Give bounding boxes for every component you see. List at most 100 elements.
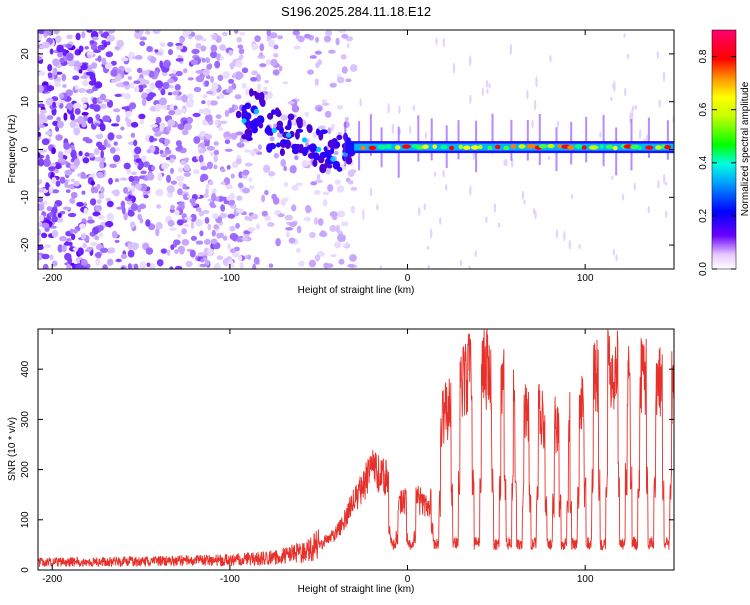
noise-cell — [179, 37, 184, 44]
noise-cell — [62, 48, 67, 57]
noise-cell — [175, 94, 183, 101]
noise-cell — [89, 40, 95, 44]
noise-cell — [54, 164, 62, 170]
noise-cell — [51, 260, 58, 267]
signal-hotspot — [360, 145, 366, 150]
signal-peak — [330, 156, 336, 162]
noise-cell — [105, 197, 112, 202]
noise-cell — [159, 60, 164, 69]
noise-cell — [110, 69, 118, 77]
noise-cell — [200, 258, 205, 263]
noise-cell — [323, 35, 332, 43]
noise-cell — [38, 131, 41, 137]
noise-cell — [59, 210, 66, 215]
noise-cell — [57, 244, 63, 253]
noise-cell — [248, 177, 253, 182]
noise-cell — [220, 181, 226, 185]
noise-cell — [134, 146, 142, 155]
signal-cell — [244, 128, 253, 139]
noise-cell — [213, 224, 220, 230]
noise-cell — [183, 164, 191, 172]
noise-cell — [211, 229, 216, 237]
noise-cell — [336, 185, 345, 193]
noise-cell — [45, 154, 50, 162]
noise-cell — [81, 121, 87, 128]
noise-cell — [156, 259, 164, 267]
noise-cell — [38, 179, 43, 184]
noise-cell — [139, 119, 144, 125]
noise-cell — [155, 188, 164, 197]
noise-cell — [296, 247, 301, 254]
spectrogram-ylabel: Frequency (Hz) — [7, 115, 18, 184]
noise-cell — [123, 81, 130, 86]
noise-cell — [202, 94, 208, 99]
noise-cell — [266, 30, 272, 37]
noise-cell — [304, 111, 310, 118]
noise-cell — [647, 205, 650, 214]
noise-cell — [141, 92, 148, 98]
noise-cell — [54, 81, 61, 88]
noise-cell — [61, 73, 67, 82]
noise-cell — [312, 131, 317, 139]
noise-cell — [43, 200, 48, 206]
noise-cell — [181, 94, 188, 103]
noise-cell — [58, 93, 65, 99]
noise-cell — [391, 123, 395, 135]
noise-cell — [175, 146, 182, 151]
signal-cell — [320, 129, 328, 135]
noise-cell — [90, 180, 96, 186]
noise-cell — [295, 182, 303, 187]
noise-cell — [154, 49, 159, 53]
noise-cell — [157, 172, 163, 182]
noise-cell — [337, 131, 343, 136]
noise-cell — [90, 241, 98, 247]
signal-cell — [280, 139, 288, 145]
signal-cell — [296, 143, 301, 149]
signal-cell — [242, 110, 248, 116]
noise-cell — [211, 34, 218, 41]
noise-cell — [486, 88, 489, 94]
noise-cell — [146, 149, 152, 154]
spectrogram-x-axis: -200 -100 0 100 — [42, 30, 594, 284]
signal-peak — [316, 146, 322, 153]
signal-hotspot — [557, 144, 562, 149]
signal-hotspot — [440, 144, 448, 150]
noise-cell — [626, 53, 630, 60]
noise-cell — [210, 238, 218, 245]
noise-cell — [261, 210, 268, 217]
noise-cell — [243, 230, 251, 235]
noise-cell — [318, 125, 326, 130]
noise-cell — [442, 37, 445, 48]
noise-cell — [80, 259, 88, 266]
noise-cell — [77, 116, 84, 125]
noise-cell — [134, 85, 140, 93]
noise-cell — [148, 70, 155, 78]
noise-cell — [633, 182, 636, 191]
noise-cell — [211, 193, 217, 202]
noise-cell — [369, 187, 373, 197]
noise-cell — [96, 199, 102, 205]
noise-cell — [621, 193, 625, 201]
noise-cell — [139, 261, 146, 269]
noise-cell — [259, 63, 267, 68]
noise-cell — [301, 160, 310, 167]
noise-cell — [239, 54, 244, 60]
noise-cell — [86, 30, 93, 33]
noise-cell — [141, 155, 147, 163]
noise-cell — [198, 108, 205, 114]
noise-cell — [225, 184, 233, 190]
noise-cell — [75, 32, 81, 41]
signal-cell — [327, 164, 333, 169]
noise-cell — [88, 216, 93, 220]
noise-cell — [334, 179, 341, 186]
noise-cell — [167, 191, 173, 198]
noise-cell — [95, 258, 101, 266]
noise-cell — [224, 139, 231, 145]
noise-cell — [195, 70, 204, 74]
noise-cell — [189, 198, 196, 204]
noise-cell — [131, 185, 136, 193]
noise-cell — [38, 33, 42, 41]
noise-cell — [53, 30, 60, 35]
